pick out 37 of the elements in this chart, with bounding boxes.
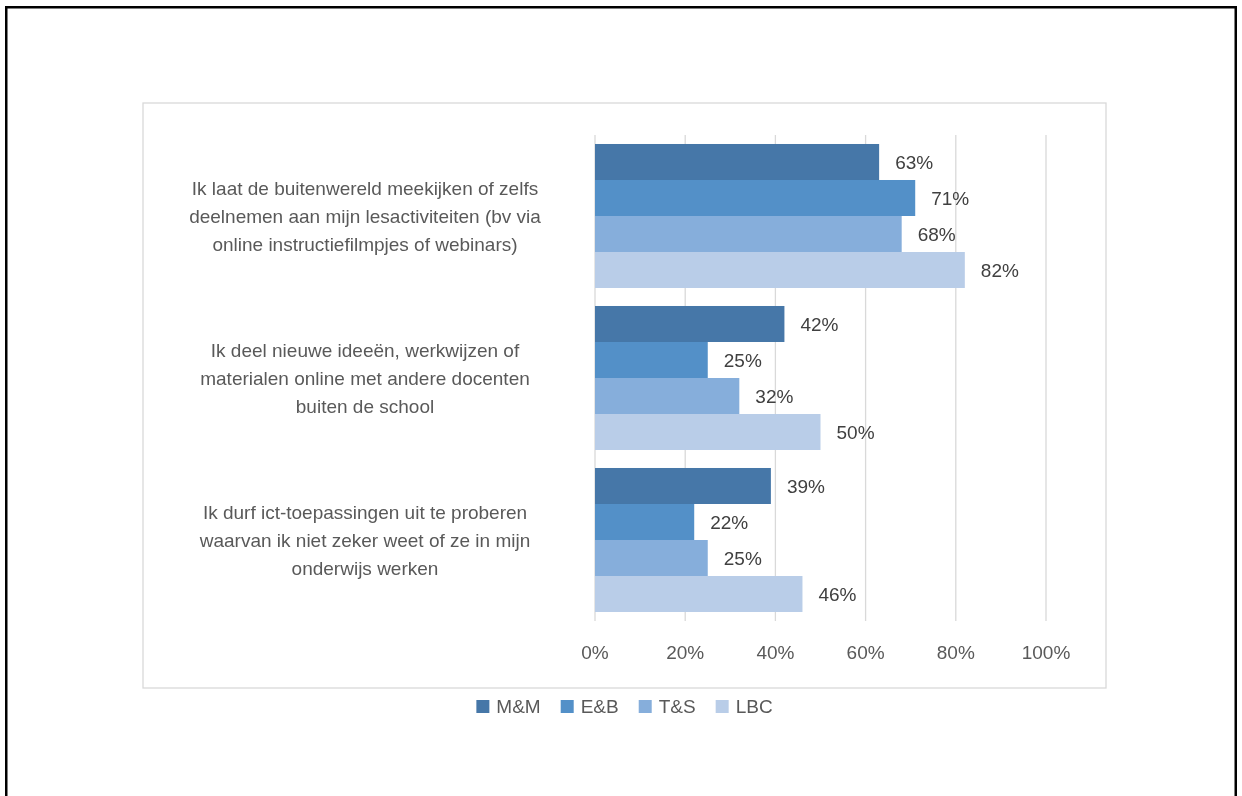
bar [595, 180, 916, 216]
bar [595, 378, 740, 414]
bar [595, 504, 695, 540]
data-label: 25% [723, 548, 762, 569]
y-tick-label: Ik durf ict-toepassingen uit te proberen waarvan ik niet zeker weet of ze in mijn onderwijs werken [198, 502, 531, 579]
legend-label: LBC [735, 696, 773, 717]
x-tick-label: 80% [936, 642, 975, 663]
bar [595, 540, 708, 576]
bar [595, 216, 902, 252]
y-tick-label: Ik deel nieuwe ideeën, werkwijzen of materialen online met andere docenten buiten de school [200, 340, 530, 417]
bar [595, 342, 708, 378]
y-tick-label: Ik laat de buitenwereld meekijken of zelfs deelnemen aan mijn lesactiviteiten (bv via online instructiefilmpjes of webinars) [189, 178, 542, 255]
bar [595, 143, 880, 180]
data-label: 32% [755, 386, 794, 407]
data-label: 25% [723, 350, 762, 371]
data-label: 50% [836, 422, 875, 444]
data-label: 42% [800, 313, 839, 335]
x-tick-label: 60% [846, 642, 885, 663]
x-tick-label: 0% [581, 642, 609, 663]
x-tick-label: 20% [666, 642, 705, 663]
legend-label: T&S [658, 696, 696, 717]
bar [595, 576, 803, 613]
data-label: 46% [818, 584, 857, 606]
data-label: 68% [917, 224, 956, 245]
data-label: 39% [786, 475, 826, 497]
legend-label: M&M [496, 696, 541, 717]
data-label: 71% [931, 188, 970, 209]
bar [595, 467, 771, 504]
bar [595, 305, 785, 342]
legend-label: E&B [580, 696, 619, 717]
x-tick-label: 40% [756, 642, 795, 663]
x-tick-label: 100% [1021, 642, 1071, 663]
bar [595, 252, 965, 289]
data-label: 82% [980, 260, 1019, 282]
bar [595, 414, 821, 451]
data-label: 63% [895, 151, 934, 173]
data-label: 22% [710, 512, 749, 533]
